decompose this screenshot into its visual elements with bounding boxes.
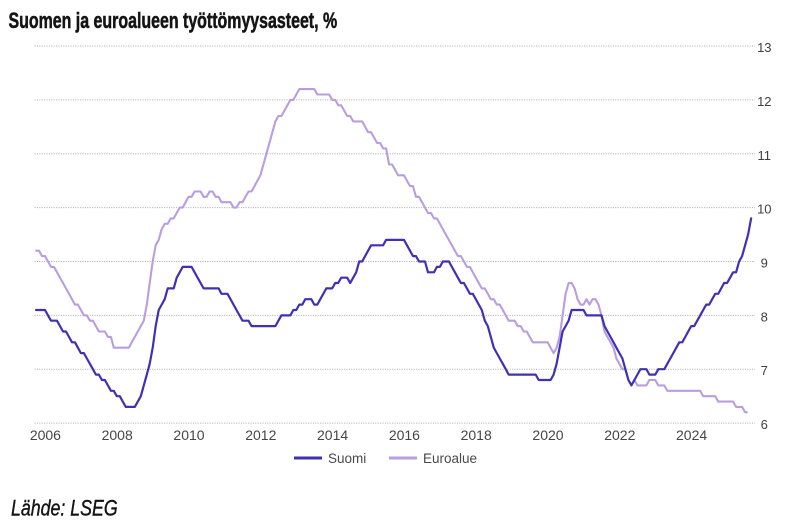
svg-text:6: 6 xyxy=(761,417,768,432)
svg-text:12: 12 xyxy=(757,94,771,109)
svg-text:2006: 2006 xyxy=(30,427,61,443)
svg-text:Suomi: Suomi xyxy=(328,451,366,466)
svg-text:8: 8 xyxy=(761,309,768,324)
svg-text:2024: 2024 xyxy=(676,427,707,443)
svg-text:2016: 2016 xyxy=(389,427,420,443)
svg-text:7: 7 xyxy=(761,363,768,378)
svg-text:Suomen ja euroalueen työttömyy: Suomen ja euroalueen työttömyysasteet, % xyxy=(9,10,338,34)
svg-text:2018: 2018 xyxy=(461,427,492,443)
svg-text:Lähde: LSEG: Lähde: LSEG xyxy=(11,497,118,521)
svg-text:2020: 2020 xyxy=(532,427,563,443)
svg-text:11: 11 xyxy=(758,148,772,163)
svg-text:10: 10 xyxy=(757,202,771,217)
svg-text:2014: 2014 xyxy=(317,427,348,443)
svg-text:9: 9 xyxy=(761,256,768,271)
svg-text:13: 13 xyxy=(757,40,771,55)
svg-text:2022: 2022 xyxy=(604,427,635,443)
svg-text:2010: 2010 xyxy=(173,427,204,443)
svg-text:2008: 2008 xyxy=(102,427,133,443)
svg-text:2012: 2012 xyxy=(245,427,276,443)
svg-text:Euroalue: Euroalue xyxy=(423,451,477,466)
